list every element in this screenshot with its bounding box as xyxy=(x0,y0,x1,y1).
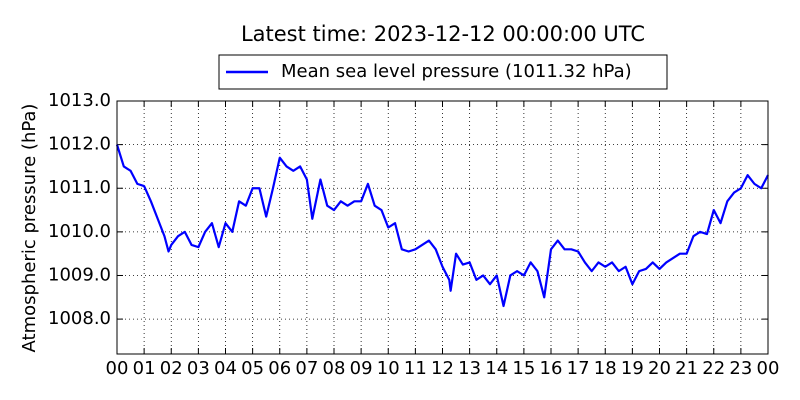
x-tick-label: 10 xyxy=(377,358,400,379)
x-tick-label: 09 xyxy=(350,358,373,379)
x-tick-label: 05 xyxy=(241,358,264,379)
y-tick-label: 1008.0 xyxy=(48,308,111,329)
y-tick-label: 1013.0 xyxy=(48,90,111,111)
x-tick-label: 23 xyxy=(729,358,752,379)
legend-box xyxy=(218,54,668,90)
x-tick-label: 13 xyxy=(458,358,481,379)
y-tick-label: 1009.0 xyxy=(48,264,111,285)
chart-title: Latest time: 2023-12-12 00:00:00 UTC xyxy=(241,22,645,46)
x-tick-label: 07 xyxy=(295,358,318,379)
x-tick-label: 06 xyxy=(268,358,291,379)
x-tick-label: 22 xyxy=(702,358,725,379)
y-axis-label: Atmospheric pressure (hPa) xyxy=(19,104,40,353)
x-tick-label: 15 xyxy=(512,358,535,379)
x-tick-label: 04 xyxy=(214,358,237,379)
y-tick-label: 1010.0 xyxy=(48,221,111,242)
x-tick-label: 01 xyxy=(133,358,156,379)
x-tick-label: 20 xyxy=(648,358,671,379)
x-tick-label: 00 xyxy=(757,358,780,379)
x-tick-label: 17 xyxy=(567,358,590,379)
x-tick-label: 14 xyxy=(485,358,508,379)
plot-frame xyxy=(116,100,769,355)
x-tick-label: 02 xyxy=(160,358,183,379)
x-tick-label: 08 xyxy=(323,358,346,379)
x-tick-label: 18 xyxy=(594,358,617,379)
x-tick-label: 00 xyxy=(106,358,129,379)
x-tick-label: 03 xyxy=(187,358,210,379)
x-tick-label: 21 xyxy=(675,358,698,379)
y-tick-label: 1012.0 xyxy=(48,134,111,155)
legend-label: Mean sea level pressure (1011.32 hPa) xyxy=(281,61,632,82)
data-line xyxy=(115,144,769,308)
x-tick-label: 11 xyxy=(404,358,427,379)
x-tick-label: 19 xyxy=(621,358,644,379)
y-tick-label: 1011.0 xyxy=(48,177,111,198)
x-tick-label: 12 xyxy=(431,358,454,379)
x-tick-label: 16 xyxy=(540,358,563,379)
